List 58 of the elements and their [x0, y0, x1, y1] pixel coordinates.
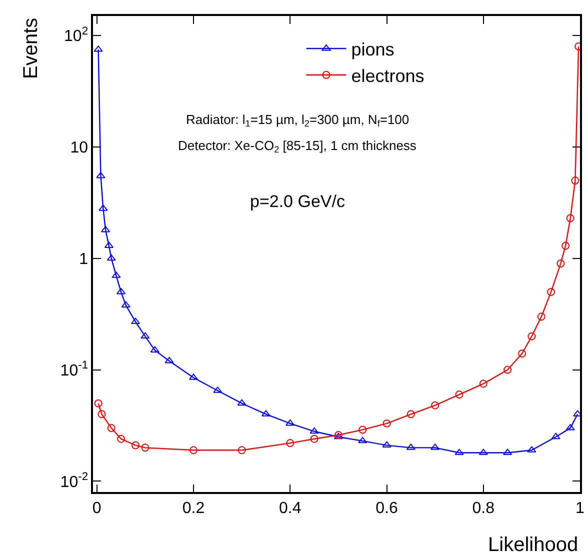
annotation: Detector: Xe-CO$_{2}$ [85-15], 1 cm thickness — [178, 138, 417, 155]
point — [96, 172, 106, 178]
point — [518, 350, 526, 358]
point — [141, 444, 150, 452]
legend-label: pions — [351, 40, 394, 60]
x-tick-label: 0.2 — [182, 500, 205, 517]
point — [286, 419, 295, 426]
point — [310, 434, 318, 443]
y-tick-label: 10$^{-2}$ — [60, 471, 88, 491]
point — [406, 410, 415, 418]
x-tick-label: 0 — [92, 500, 102, 517]
point — [556, 260, 565, 268]
point — [537, 312, 546, 321]
point — [478, 448, 488, 456]
point — [547, 288, 556, 296]
point — [98, 410, 106, 418]
y-tick-label: 10 — [70, 140, 88, 157]
point — [551, 432, 560, 440]
point — [310, 427, 319, 434]
point — [454, 448, 464, 456]
point — [132, 441, 140, 450]
point — [502, 448, 512, 456]
point — [106, 254, 116, 261]
point — [479, 380, 488, 388]
point — [237, 399, 246, 406]
point — [238, 446, 246, 454]
point — [566, 214, 574, 222]
point — [117, 434, 126, 443]
y-axis-title: Events — [20, 18, 42, 80]
legend-label: electrons — [351, 66, 424, 86]
point — [358, 426, 367, 434]
point — [528, 332, 536, 340]
point — [286, 439, 294, 448]
y-tick-label: 1 — [79, 251, 88, 268]
y-tick-label: 10$^{2}$ — [64, 26, 88, 46]
x-tick-label: 1 — [576, 500, 585, 517]
y-tick-label: 10$^{-1}$ — [60, 360, 88, 380]
point — [101, 226, 110, 232]
point — [358, 436, 368, 444]
annotation: Radiator: l$_{1}$=15 µm, l$_{2}$=300 µm, N$_{f}$=100 — [186, 112, 410, 129]
point — [504, 366, 512, 374]
point — [562, 242, 570, 250]
x-tick-label: 0.8 — [472, 500, 495, 517]
point — [382, 419, 391, 428]
point — [431, 401, 440, 410]
x-tick-label: 0.4 — [278, 500, 302, 517]
point — [94, 399, 102, 408]
point — [140, 332, 150, 339]
point — [455, 390, 464, 399]
x-axis-title: Likelihood — [488, 534, 578, 556]
point — [116, 288, 126, 294]
point — [189, 446, 198, 454]
point — [164, 356, 174, 364]
x-tick-label: 0.6 — [376, 500, 398, 517]
annotation: p=2.0 GeV/c — [250, 192, 346, 211]
point — [382, 441, 392, 448]
point — [571, 176, 580, 185]
point — [107, 424, 116, 432]
